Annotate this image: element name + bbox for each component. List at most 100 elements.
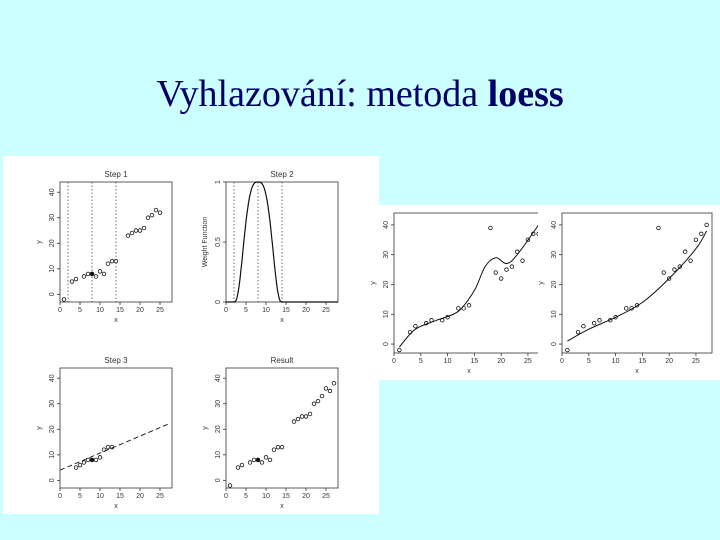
data-point (153, 207, 159, 213)
x-tick-label: 0 (224, 307, 228, 314)
chart-step2: Step 2 0 5 10 15 20 25 0 0.5 1 x Weight Function (202, 170, 339, 324)
x-tick-label: 10 (262, 493, 270, 500)
x-tick-label: 10 (612, 358, 620, 365)
data-point (69, 279, 75, 284)
data-point (683, 249, 688, 254)
y-tick-label: 10 (49, 451, 56, 459)
data-point (629, 306, 634, 311)
data-point (251, 457, 257, 463)
x-tick-label: 10 (96, 307, 104, 314)
data-point (581, 323, 586, 329)
y-tick-label: 20 (215, 425, 222, 433)
y-tick-label: 0.5 (215, 237, 222, 247)
data-point (331, 381, 337, 386)
data-point (137, 228, 143, 233)
data-point (259, 460, 265, 465)
y-tick-label: 30 (49, 214, 56, 222)
x-tick-label: 0 (392, 358, 396, 365)
data-point (81, 460, 87, 465)
x-tick-label: 20 (136, 307, 144, 314)
data-point (247, 460, 253, 465)
chart-title: Result (271, 356, 294, 365)
data-point (157, 210, 163, 215)
smooth-fit-svg: 0 5 10 15 20 25 0 10 20 30 40 x y (538, 212, 713, 375)
y-tick-label: 40 (49, 188, 56, 196)
x-tick-label: 15 (282, 307, 290, 314)
data-point (105, 261, 111, 266)
data-point (688, 258, 693, 263)
data-point (661, 270, 666, 275)
x-axis-label: x (114, 317, 118, 324)
data-point (498, 276, 504, 281)
y-tick-label: 0 (49, 292, 56, 296)
x-tick-label: 15 (638, 358, 646, 365)
y-tick-label: 40 (383, 221, 390, 229)
data-point (445, 315, 450, 320)
data-point (303, 414, 309, 419)
data-point (456, 306, 461, 311)
data-point (149, 212, 155, 218)
chart-mid: 0 5 10 15 20 25 0 10 20 30 40 x y (370, 212, 545, 375)
x-tick-label: 20 (136, 493, 144, 500)
data-point (129, 230, 135, 236)
chart-title: Step 3 (104, 356, 128, 365)
data-point (81, 274, 87, 279)
y-tick-label: 1 (215, 180, 222, 184)
data-point (275, 444, 281, 450)
data-point (97, 269, 103, 274)
data-point (704, 222, 709, 228)
data-point (109, 258, 115, 264)
x-tick-label: 20 (302, 493, 310, 500)
data-point (133, 228, 139, 233)
y-tick-label: 0 (551, 342, 558, 346)
y-axis-label: y (36, 240, 43, 244)
x-axis-label: x (635, 368, 639, 375)
x-tick-label: 10 (262, 307, 270, 314)
x-tick-label: 25 (524, 358, 532, 365)
data-point (279, 444, 285, 450)
x-tick-label: 10 (444, 358, 452, 365)
smooth-curve (567, 230, 708, 342)
y-tick-label: 30 (215, 400, 222, 408)
data-point (575, 329, 581, 335)
smooth-fit-figure: 0 5 10 15 20 25 0 10 20 30 40 x y (538, 205, 720, 380)
data-point (97, 455, 103, 460)
y-axis-label: y (36, 426, 43, 430)
x-tick-label: 20 (302, 307, 310, 314)
x-tick-label: 20 (497, 358, 505, 365)
loess-fit-figure: 0 5 10 15 20 25 0 10 20 30 40 x y (370, 205, 552, 380)
y-tick-label: 40 (551, 221, 558, 229)
chart-result: Result 0 5 10 15 20 25 0 10 20 30 40 x y (202, 356, 339, 510)
chart-title: Step 1 (104, 170, 128, 179)
x-tick-label: 25 (156, 493, 164, 500)
data-point (311, 401, 317, 406)
data-point (672, 267, 677, 272)
y-tick-label: 10 (215, 451, 222, 459)
data-point (520, 258, 525, 263)
data-point (93, 457, 99, 463)
four-step-figure: Step 1 0 5 10 15 20 25 0 10 20 30 40 x y Step 2 0 5 10 15 2… (3, 156, 379, 514)
x-tick-label: 15 (116, 493, 124, 500)
focal-point (89, 457, 95, 463)
x-axis-label: x (280, 317, 284, 324)
data-point (466, 303, 472, 308)
data-point (271, 447, 277, 452)
x-tick-label: 5 (587, 358, 591, 365)
data-point (125, 233, 131, 238)
data-point (397, 347, 402, 353)
data-point (624, 306, 629, 311)
data-point (493, 270, 498, 275)
data-point (504, 267, 509, 272)
data-point (227, 483, 233, 488)
title-text: Vyhlazování: metoda (156, 73, 479, 115)
y-tick-label: 40 (215, 374, 222, 382)
data-point (61, 297, 67, 302)
plot-frame (393, 212, 545, 354)
focal-point (89, 271, 95, 277)
plot-frame (59, 367, 173, 489)
focal-point (255, 457, 261, 463)
weight-curve (226, 181, 338, 303)
data-point (307, 411, 313, 417)
y-tick-label: 30 (383, 251, 390, 259)
